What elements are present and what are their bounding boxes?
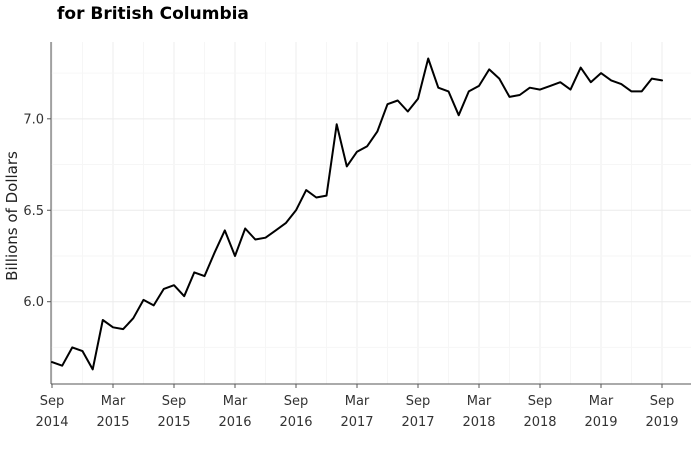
- x-tick-label-year: 2019: [584, 415, 617, 430]
- x-tick-label: Sep 2015: [157, 394, 190, 430]
- x-tick-label-month: Mar: [345, 394, 370, 409]
- x-tick-label-month: Sep: [528, 394, 553, 409]
- x-tick-label: Sep 2017: [401, 394, 434, 430]
- x-tick-label: Mar 2019: [584, 394, 617, 430]
- x-tick-label: Sep 2016: [279, 394, 312, 430]
- x-tick-label-year: 2018: [523, 415, 556, 430]
- grid: [51, 42, 691, 384]
- x-tick-label-year: 2017: [401, 415, 434, 430]
- y-axis-title: Billions of Dollars: [3, 151, 21, 281]
- x-tick-label-year: 2015: [96, 415, 129, 430]
- x-tick-label: Mar 2016: [218, 394, 251, 430]
- x-tick-label-year: 2016: [279, 415, 312, 430]
- x-tick-label: Mar 2017: [340, 394, 373, 430]
- x-tick-label-month: Sep: [406, 394, 431, 409]
- series-line: [51, 57, 663, 371]
- x-tick-label-month: Mar: [223, 394, 248, 409]
- x-tick-label-month: Sep: [162, 394, 187, 409]
- x-tick-label-month: Sep: [650, 394, 675, 409]
- axes: [47, 42, 691, 388]
- x-tick-label: Sep 2019: [645, 394, 678, 430]
- x-tick-label-year: 2019: [645, 415, 678, 430]
- x-tick-label-year: 2016: [218, 415, 251, 430]
- x-tick-label-year: 2017: [340, 415, 373, 430]
- x-tick-label: Sep 2014: [35, 394, 68, 430]
- x-tick-label-month: Mar: [589, 394, 614, 409]
- x-tick-label: Sep 2018: [523, 394, 556, 430]
- x-tick-label-year: 2018: [462, 415, 495, 430]
- x-tick-label-month: Sep: [40, 394, 65, 409]
- x-tick-label-year: 2014: [35, 415, 68, 430]
- y-tick-label: 6.5: [23, 204, 44, 219]
- x-tick-label: Mar 2015: [96, 394, 129, 430]
- x-tick-label-month: Sep: [284, 394, 309, 409]
- x-tick-label: Mar 2018: [462, 394, 495, 430]
- y-tick-label: 7.0: [23, 112, 44, 127]
- x-tick-label-month: Mar: [101, 394, 126, 409]
- y-tick-label: 6.0: [23, 295, 44, 310]
- chart-title: for British Columbia: [57, 4, 249, 24]
- x-tick-label-month: Mar: [467, 394, 492, 409]
- series-layer: [51, 57, 663, 371]
- x-tick-label-year: 2015: [157, 415, 190, 430]
